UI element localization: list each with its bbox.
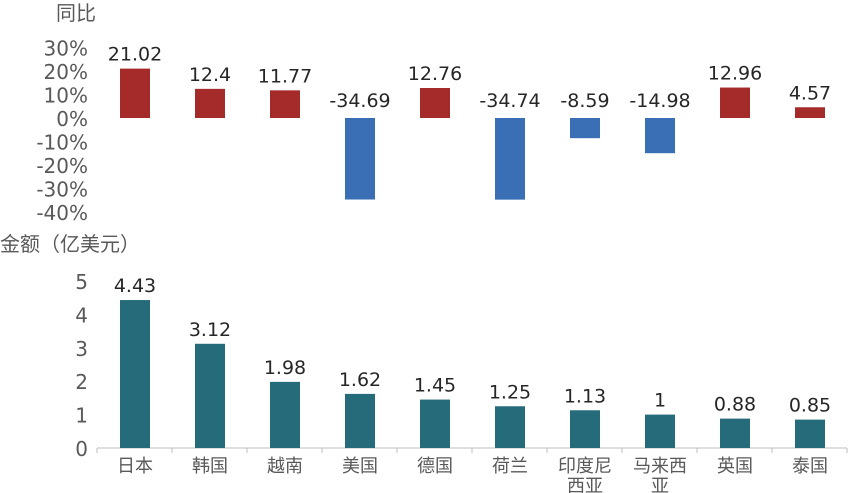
bottom-bar (645, 414, 675, 448)
top-ytick-label: 0% (56, 107, 88, 131)
category-label: 荷兰 (492, 456, 528, 477)
bottom-bar (420, 399, 450, 448)
category-label: 马来西亚 (633, 456, 687, 493)
top-data-label: -34.74 (479, 90, 540, 112)
category-label: 德国 (417, 456, 453, 477)
bottom-bar (120, 300, 150, 448)
top-ytick-label: 10% (44, 84, 88, 108)
top-ytick-label: -40% (36, 201, 88, 225)
bottom-ytick-label: 2 (75, 370, 88, 394)
bottom-data-label: 4.43 (114, 275, 156, 297)
bottom-data-label: 1.45 (414, 375, 456, 397)
amount-bar-chart: 5 4 3 2 1 0 4.43 3.12 1.98 1.62 1.45 1.25 1.13 1 0.88 0… (75, 270, 848, 493)
top-bar (270, 90, 300, 118)
bottom-data-label: 1 (654, 390, 666, 412)
bottom-bar (195, 343, 225, 448)
top-data-label: 21.02 (108, 44, 162, 66)
top-data-label: -14.98 (629, 90, 690, 112)
bottom-data-label: 0.85 (789, 395, 831, 417)
top-bar (120, 68, 150, 118)
bottom-ytick-label: 3 (75, 337, 88, 361)
category-label: 越南 (267, 456, 303, 477)
bottom-ytick-label: 5 (75, 270, 88, 294)
top-bar (420, 88, 450, 118)
top-data-label: -8.59 (560, 90, 609, 112)
top-bar (645, 118, 675, 154)
top-data-label: -34.69 (329, 90, 390, 112)
top-bar (345, 118, 375, 200)
bottom-bar (570, 410, 600, 448)
top-bar (195, 88, 225, 118)
top-bar (495, 118, 525, 200)
bottom-ytick-label: 0 (75, 437, 88, 461)
top-data-label: 12.4 (189, 64, 231, 86)
category-label: 美国 (342, 456, 378, 477)
bottom-data-label: 1.13 (564, 385, 606, 407)
category-label: 英国 (717, 456, 753, 477)
bottom-chart-ylabel: 金额（亿美元） (0, 232, 140, 256)
top-data-label: 4.57 (789, 82, 831, 104)
top-chart-ylabel: 同比 (56, 1, 96, 25)
top-ytick-label: -10% (36, 131, 88, 155)
top-data-label: 12.76 (408, 63, 462, 85)
yoy-bar-chart: 30%20%10%0%-10%-20%-30%-40% 21.02 12.4 11.7… (36, 37, 831, 226)
category-label: 韩国 (192, 456, 228, 477)
category-label: 印度尼西亚 (558, 456, 612, 493)
bottom-data-label: 1.98 (264, 357, 306, 379)
category-label: 泰国 (792, 456, 828, 477)
top-ytick-label: 20% (44, 60, 88, 84)
bottom-bar (270, 381, 300, 448)
top-ytick-label: 30% (44, 37, 88, 61)
bottom-bar (795, 419, 825, 448)
bottom-data-label: 1.25 (489, 381, 531, 403)
category-label: 日本 (117, 456, 153, 477)
bottom-data-label: 3.12 (189, 319, 231, 341)
top-data-label: 12.96 (708, 63, 762, 85)
top-bar (570, 118, 600, 139)
bottom-data-label: 0.88 (714, 394, 756, 416)
bottom-bar (720, 418, 750, 448)
top-ytick-label: -20% (36, 154, 88, 178)
bottom-data-label: 1.62 (339, 369, 381, 391)
bottom-ytick-label: 4 (75, 303, 88, 327)
top-ytick-label: -30% (36, 178, 88, 202)
top-bar (795, 107, 825, 118)
bottom-ytick-label: 1 (75, 404, 88, 428)
bottom-bar (495, 406, 525, 448)
top-data-label: 11.77 (258, 65, 312, 87)
bottom-bar (345, 393, 375, 448)
top-bar (720, 87, 750, 118)
